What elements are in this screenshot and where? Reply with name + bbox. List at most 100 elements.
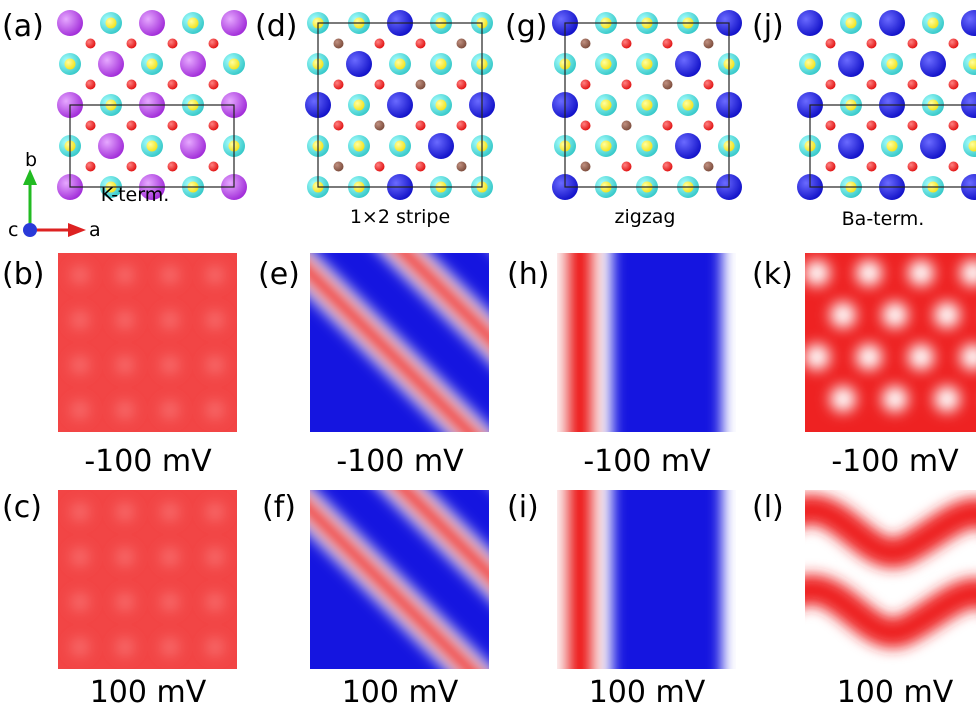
as-atom bbox=[168, 121, 178, 131]
stm-map-e bbox=[310, 253, 489, 432]
as-atom bbox=[86, 121, 96, 131]
stm-map-i bbox=[557, 490, 736, 669]
as-atom bbox=[826, 39, 836, 49]
map-spot bbox=[116, 356, 134, 374]
map-red-band bbox=[563, 490, 597, 669]
as-atom bbox=[826, 121, 836, 131]
as-atom bbox=[334, 121, 344, 131]
as-atom bbox=[168, 80, 178, 90]
as-atom bbox=[127, 162, 137, 172]
ba-atom bbox=[920, 51, 946, 77]
map-spot bbox=[161, 503, 179, 521]
as-atom bbox=[704, 80, 714, 90]
map-spot bbox=[805, 344, 830, 370]
vacancy-atom bbox=[622, 121, 632, 131]
vacancy-atom bbox=[663, 80, 673, 90]
fe-atom-core bbox=[846, 18, 857, 29]
fe-atom-core bbox=[683, 100, 694, 111]
map-spot bbox=[161, 593, 179, 611]
as-atom bbox=[581, 121, 591, 131]
vacancy-atom bbox=[457, 162, 467, 172]
map-spot bbox=[830, 302, 856, 328]
map-spot bbox=[161, 311, 179, 329]
k-atom bbox=[139, 10, 165, 36]
fe-atom-core bbox=[436, 59, 447, 70]
map-spot bbox=[805, 260, 830, 286]
ba-atom bbox=[428, 133, 454, 159]
as-atom bbox=[334, 80, 344, 90]
map-spot bbox=[908, 260, 934, 286]
as-atom bbox=[457, 121, 467, 131]
panel-label-i: (i) bbox=[507, 493, 539, 523]
map-spot bbox=[116, 638, 134, 656]
map-spot bbox=[116, 311, 134, 329]
fe-atom-core bbox=[642, 100, 653, 111]
fe-atom-core bbox=[106, 18, 117, 29]
as-atom bbox=[375, 162, 385, 172]
map-spot bbox=[161, 266, 179, 284]
as-atom bbox=[867, 121, 877, 131]
fe-atom-core bbox=[601, 59, 612, 70]
vacancy-atom bbox=[704, 39, 714, 49]
ba-atom bbox=[961, 10, 976, 36]
vacancy-atom bbox=[704, 162, 714, 172]
stm-map-b bbox=[58, 253, 237, 432]
as-atom bbox=[622, 39, 632, 49]
map-spot bbox=[908, 344, 934, 370]
panel-label-l: (l) bbox=[752, 493, 784, 523]
map-spot bbox=[71, 638, 89, 656]
vacancy-atom bbox=[334, 162, 344, 172]
ba-atom bbox=[675, 51, 701, 77]
as-atom bbox=[622, 162, 632, 172]
map-spot bbox=[856, 260, 882, 286]
as-atom bbox=[209, 162, 219, 172]
panel-label-a: (a) bbox=[2, 12, 44, 42]
panel-label-d: (d) bbox=[255, 12, 297, 42]
panel-label-e: (e) bbox=[258, 260, 300, 290]
ba-atom bbox=[675, 133, 701, 159]
as-atom bbox=[908, 39, 918, 49]
panel-label-c: (c) bbox=[2, 493, 42, 523]
map-spot bbox=[71, 356, 89, 374]
as-atom bbox=[168, 39, 178, 49]
fe-atom-core bbox=[928, 18, 939, 29]
caption-b: -100 mV bbox=[38, 447, 258, 477]
k-atom bbox=[221, 10, 247, 36]
as-atom bbox=[949, 121, 959, 131]
vacancy-atom bbox=[416, 80, 426, 90]
as-atom bbox=[457, 80, 467, 90]
as-atom bbox=[86, 39, 96, 49]
vacancy-atom bbox=[581, 39, 591, 49]
crystal-structure-stripe bbox=[298, 5, 498, 200]
map-spot bbox=[206, 401, 224, 419]
map-spot bbox=[882, 386, 908, 412]
as-atom bbox=[416, 39, 426, 49]
caption-k: -100 mV bbox=[785, 447, 976, 477]
map-spot bbox=[934, 386, 960, 412]
stm-map-l bbox=[805, 490, 976, 669]
map-spot bbox=[161, 638, 179, 656]
fe-atom-core bbox=[147, 141, 158, 152]
map-spot bbox=[116, 401, 134, 419]
vacancy-atom bbox=[457, 39, 467, 49]
vacancy-atom bbox=[375, 121, 385, 131]
fe-atom-core bbox=[395, 59, 406, 70]
as-atom bbox=[867, 80, 877, 90]
axis-indicator: b c a bbox=[0, 145, 110, 240]
as-atom bbox=[375, 80, 385, 90]
caption-stripe: 1×2 stripe bbox=[300, 207, 500, 227]
as-atom bbox=[908, 121, 918, 131]
map-spot bbox=[882, 302, 908, 328]
map-spot bbox=[206, 266, 224, 284]
as-atom bbox=[416, 162, 426, 172]
caption-h: -100 mV bbox=[537, 447, 757, 477]
k-atom bbox=[98, 51, 124, 77]
map-spot bbox=[206, 356, 224, 374]
fe-atom-core bbox=[395, 141, 406, 152]
vacancy-atom bbox=[334, 39, 344, 49]
as-atom bbox=[867, 39, 877, 49]
map-spot bbox=[934, 302, 960, 328]
ba-atom bbox=[387, 92, 413, 118]
ba-atom bbox=[346, 51, 372, 77]
as-atom bbox=[375, 39, 385, 49]
